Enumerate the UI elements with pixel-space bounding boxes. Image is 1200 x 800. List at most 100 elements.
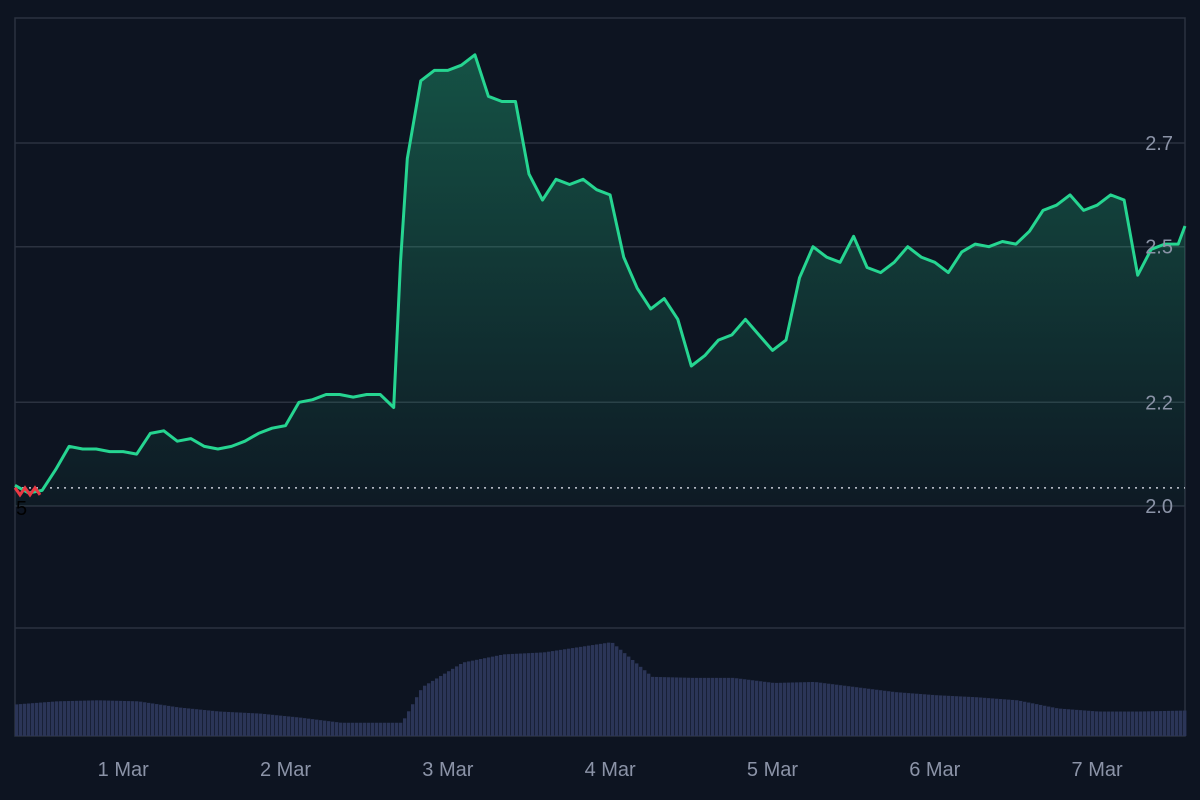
- volume-bar: [1055, 708, 1059, 736]
- volume-bar: [955, 696, 959, 736]
- volume-bar: [75, 700, 79, 736]
- volume-bar: [751, 680, 755, 736]
- volume-bar: [1139, 711, 1143, 736]
- volume-bar: [151, 703, 155, 736]
- volume-bar: [883, 690, 887, 736]
- volume-bar: [975, 697, 979, 736]
- volume-bar: [171, 706, 175, 736]
- volume-bar: [551, 651, 555, 736]
- volume-bar: [867, 688, 871, 736]
- volume-bar: [539, 652, 543, 736]
- volume-bar: [579, 646, 583, 736]
- volume-bar: [147, 702, 151, 736]
- x-tick-label: 2 Mar: [260, 759, 311, 781]
- price-line-below-open: [13, 485, 42, 498]
- volume-bar: [799, 682, 803, 736]
- volume-bar: [1167, 710, 1171, 736]
- volume-bar: [991, 698, 995, 736]
- volume-bar: [27, 703, 31, 736]
- x-tick-label: 5 Mar: [747, 759, 798, 781]
- x-axis: 1 Mar 2 Mar 3 Mar 4 Mar 5 Mar 6 Mar 7 Mar: [98, 759, 1123, 781]
- volume-bar: [407, 711, 411, 736]
- volume-bar: [719, 677, 723, 736]
- volume-bar: [623, 653, 627, 736]
- volume-bar: [619, 649, 623, 736]
- volume-bar: [83, 700, 87, 736]
- volume-bar: [315, 719, 319, 736]
- volume-bar: [691, 677, 695, 736]
- volume-bar: [643, 670, 647, 736]
- volume-bar: [259, 713, 263, 736]
- volume-bar: [631, 659, 635, 736]
- volume-bar: [451, 668, 455, 736]
- volume-bar: [99, 700, 103, 736]
- volume-bar: [607, 642, 611, 736]
- volume-bar: [1183, 710, 1187, 736]
- volume-bar: [1075, 709, 1079, 736]
- volume-bar: [1143, 711, 1147, 736]
- volume-bar: [675, 677, 679, 736]
- volume-bar: [1063, 708, 1067, 736]
- volume-bar: [687, 677, 691, 736]
- volume-bar: [923, 694, 927, 736]
- volume-bar: [411, 704, 415, 736]
- volume-bar: [443, 673, 447, 736]
- volume-bar: [647, 673, 651, 736]
- volume-bar: [1031, 703, 1035, 736]
- volume-bar: [1047, 706, 1051, 736]
- volume-bar: [767, 682, 771, 736]
- volume-bar: [1003, 699, 1007, 736]
- volume-bar: [627, 656, 631, 736]
- volume-bar: [183, 708, 187, 736]
- volume-bar: [723, 677, 727, 736]
- volume-bar: [747, 679, 751, 736]
- volume-bar: [363, 722, 367, 736]
- volume-bar: [731, 677, 735, 736]
- volume-bar: [427, 683, 431, 736]
- volume-bar: [1091, 711, 1095, 736]
- volume-bar: [1035, 704, 1039, 736]
- volume-bar: [207, 710, 211, 736]
- volume-bar: [203, 710, 207, 736]
- volume-bar: [359, 722, 363, 736]
- volume-bar: [707, 677, 711, 736]
- volume-bar: [491, 656, 495, 736]
- volume-bar: [219, 711, 223, 736]
- volume-bar: [563, 649, 567, 736]
- volume-bar: [1123, 711, 1127, 736]
- volume-bar: [419, 690, 423, 736]
- volume-bar: [771, 682, 775, 736]
- volume-bar: [847, 686, 851, 736]
- start-price-label: 5: [16, 498, 27, 520]
- volume-bar: [891, 691, 895, 736]
- volume-bar: [215, 711, 219, 736]
- volume-bar: [495, 655, 499, 736]
- volume-bar: [743, 679, 747, 736]
- volume-bar: [267, 714, 271, 736]
- volume-bar: [735, 678, 739, 736]
- volume-bar: [523, 653, 527, 736]
- volume-bar: [283, 716, 287, 736]
- volume-bar: [139, 701, 143, 736]
- volume-bar: [463, 662, 467, 736]
- volume-bar: [187, 708, 191, 736]
- volume-bar: [231, 712, 235, 736]
- volume-bar: [435, 678, 439, 736]
- volume-bar: [311, 719, 315, 736]
- volume-bar: [403, 718, 407, 736]
- volume-bar: [295, 717, 299, 736]
- volume-bar: [999, 699, 1003, 736]
- volume-bar: [903, 692, 907, 736]
- volume-bar: [355, 722, 359, 736]
- volume-bar: [763, 681, 767, 736]
- volume-bar: [575, 647, 579, 736]
- volume-bar: [59, 701, 63, 736]
- volume-bar: [79, 700, 83, 736]
- volume-bar: [499, 654, 503, 736]
- volume-bar: [527, 653, 531, 736]
- volume-bar: [567, 648, 571, 736]
- volume-bar: [123, 700, 127, 736]
- volume-bar: [995, 698, 999, 736]
